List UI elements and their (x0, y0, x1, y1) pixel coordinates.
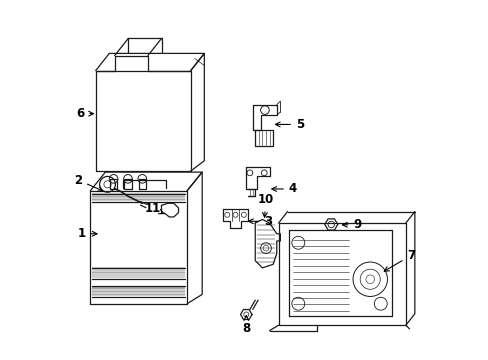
Text: 2: 2 (74, 174, 102, 191)
Text: 3: 3 (248, 215, 271, 228)
Text: 1: 1 (77, 227, 97, 240)
Text: 6: 6 (76, 107, 93, 120)
Text: 4: 4 (271, 183, 296, 195)
Text: 9: 9 (342, 218, 361, 231)
Text: 11: 11 (144, 202, 164, 215)
Text: 10: 10 (257, 193, 274, 217)
Text: 7: 7 (384, 249, 414, 271)
Text: 5: 5 (275, 118, 304, 131)
Text: 8: 8 (242, 316, 250, 335)
